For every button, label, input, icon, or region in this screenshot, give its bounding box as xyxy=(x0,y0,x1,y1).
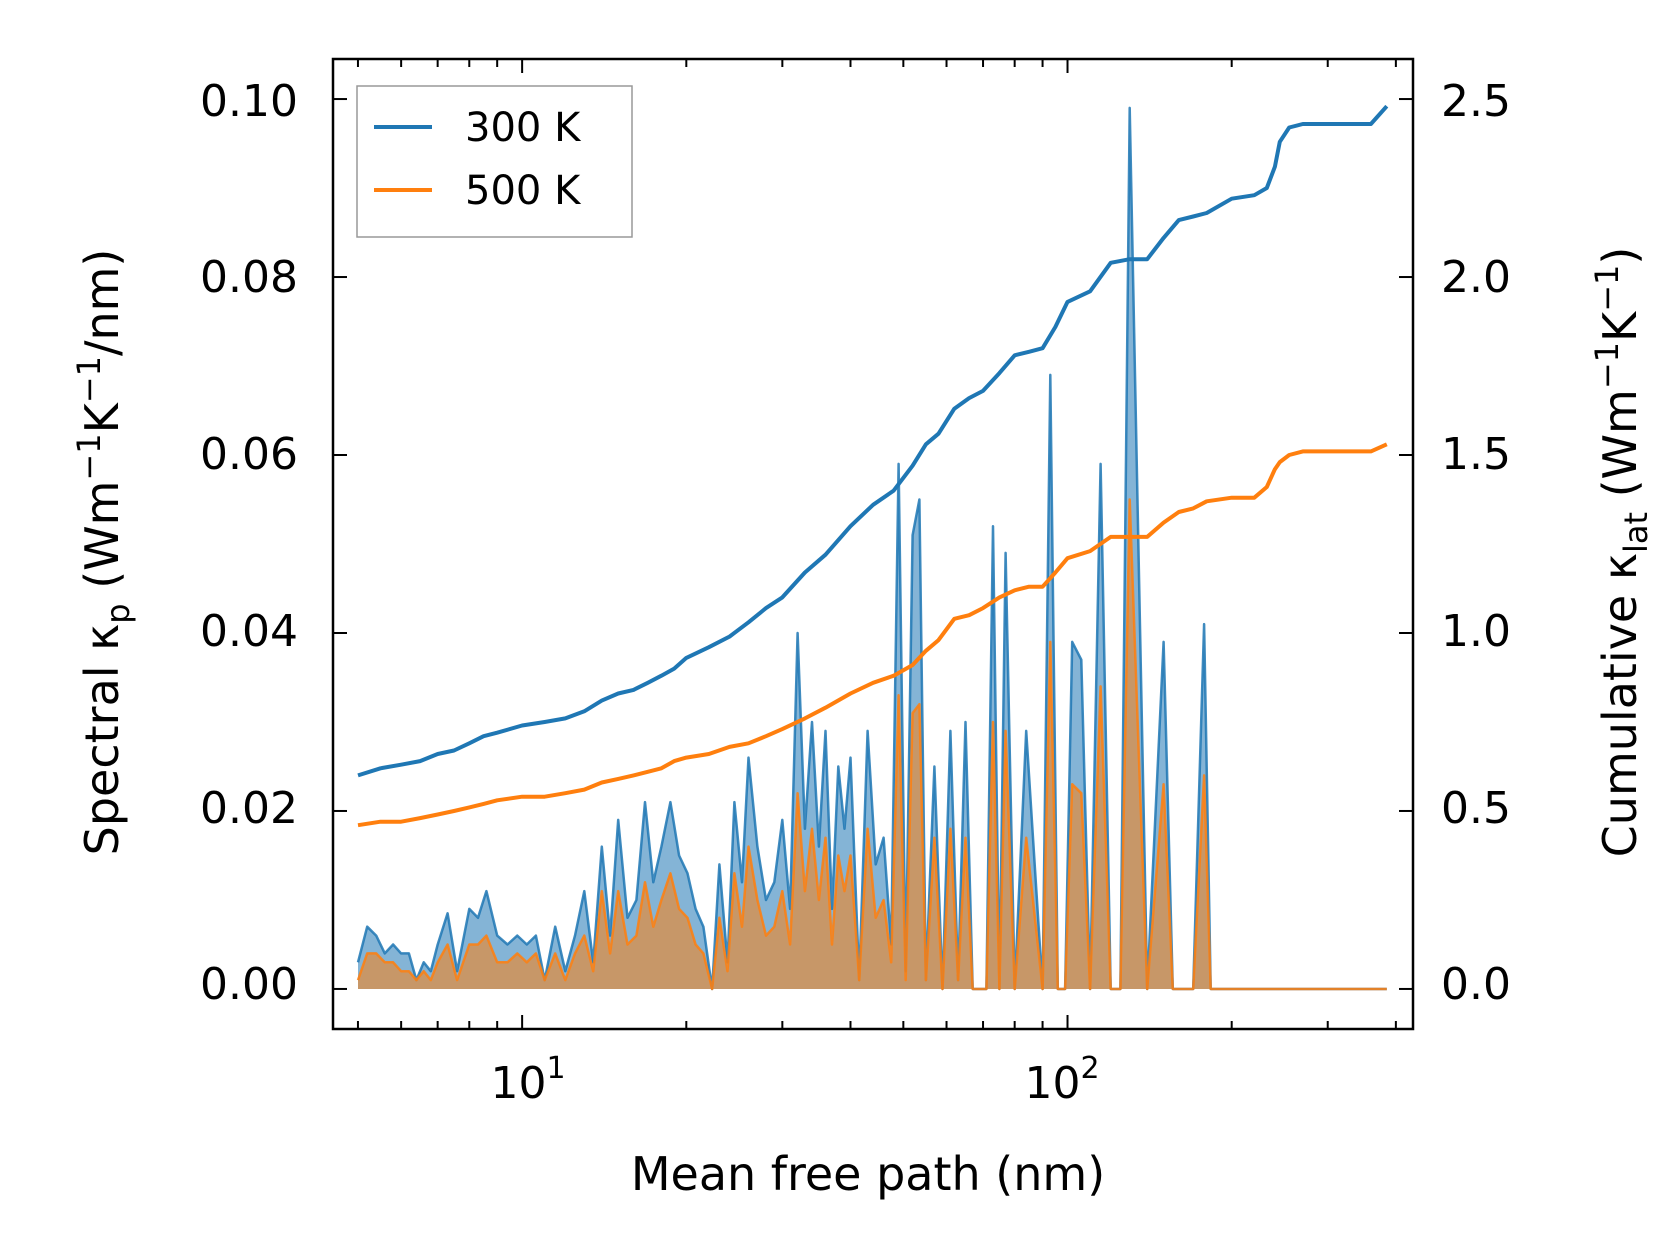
legend-box xyxy=(356,85,633,238)
series-fill-500-k-spectral xyxy=(358,499,1387,989)
series-line-300-k xyxy=(357,104,1389,778)
y-left-tick-label: 0.10 xyxy=(200,76,298,127)
x-tick-label: 101 xyxy=(490,1051,565,1109)
y-right-tick-label: 1.0 xyxy=(1441,606,1511,657)
axes-frame xyxy=(331,57,1415,1031)
y-left-tick-label: 0.02 xyxy=(200,783,298,834)
x-axis-label: Mean free path (nm) xyxy=(631,1147,1105,1201)
legend: 300 K 500 K xyxy=(356,85,633,238)
y-left-tick-label: 0.00 xyxy=(200,959,298,1010)
y-left-tick-label: 0.08 xyxy=(200,252,298,303)
y-left-axis-label: Spectral κp (Wm−1K−1/nm) xyxy=(70,249,137,856)
y-right-axis-label: Cumulative κlat (Wm−1K−1) xyxy=(1588,247,1655,858)
legend-label-300k: 300 K xyxy=(465,105,582,151)
y-right-tick-label: 2.0 xyxy=(1441,252,1511,303)
series-line-500-k-spectral xyxy=(356,498,1387,991)
y-right-tick-label: 0.5 xyxy=(1441,783,1511,834)
plot-area xyxy=(356,104,1389,991)
y-left-tick-label: 0.06 xyxy=(200,429,298,480)
y-right-tick-label: 0.0 xyxy=(1441,959,1511,1010)
y-right-tick-label: 2.5 xyxy=(1441,76,1511,127)
y-right-tick-label: 1.5 xyxy=(1441,429,1511,480)
y-left-tick-label: 0.04 xyxy=(200,606,298,657)
axis-ticks xyxy=(333,59,1413,1029)
legend-label-500k: 500 K xyxy=(465,168,582,214)
series-line-500-k xyxy=(357,442,1388,828)
x-tick-label: 102 xyxy=(1024,1051,1099,1109)
